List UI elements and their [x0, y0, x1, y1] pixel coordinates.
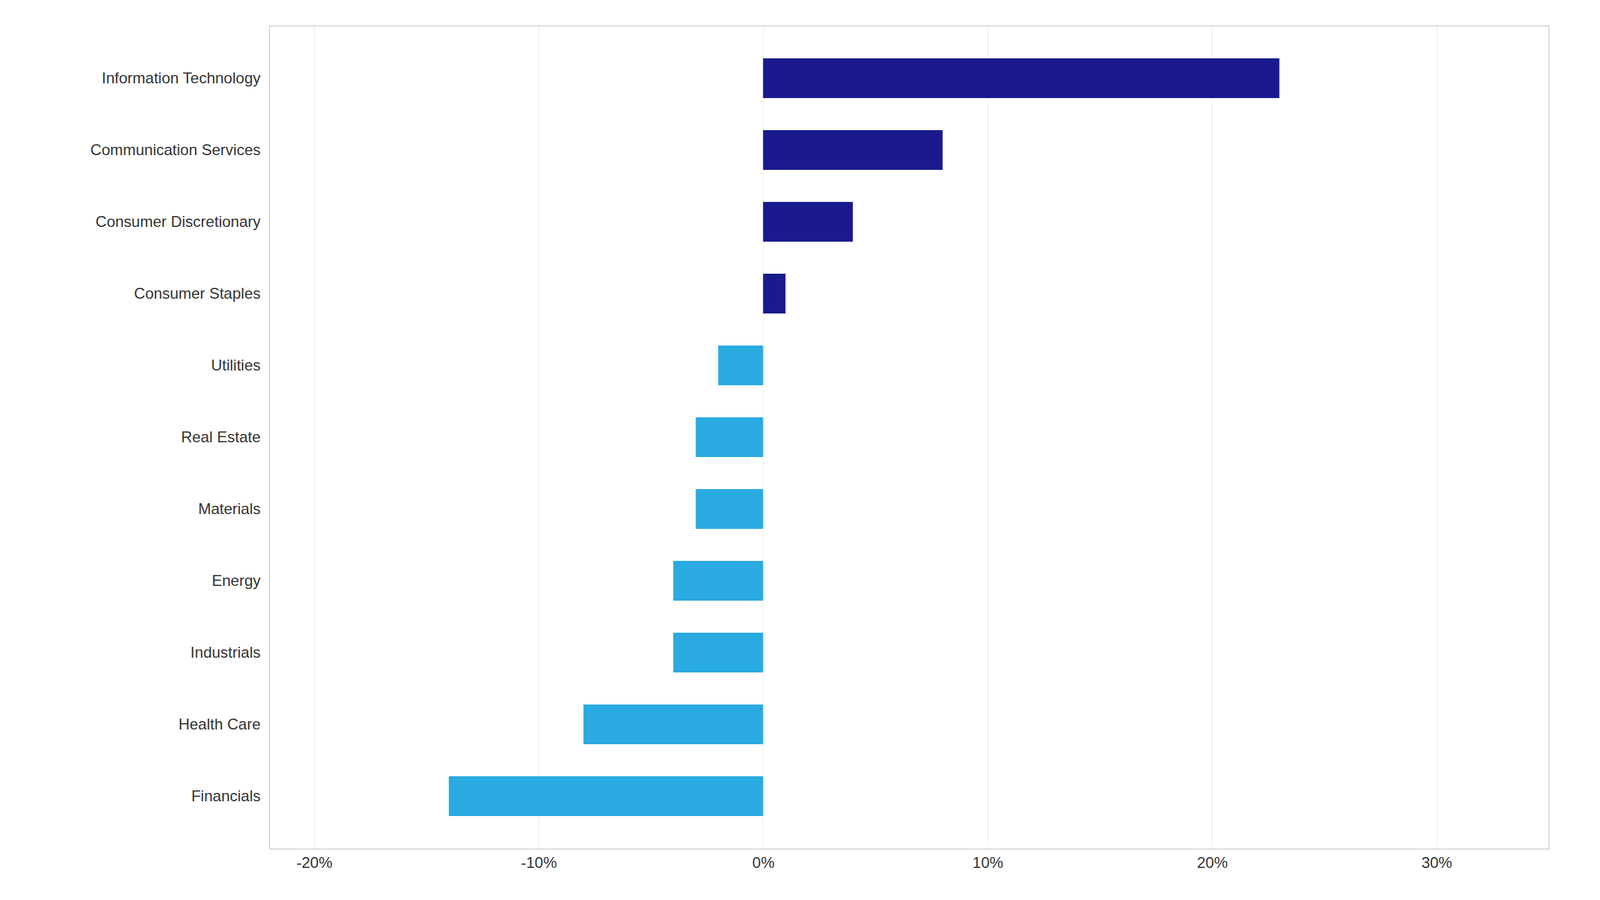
svg-text:Information Technology: Information Technology [101, 69, 261, 87]
svg-text:Financials: Financials [191, 787, 261, 805]
svg-text:Consumer Staples: Consumer Staples [133, 284, 261, 302]
svg-text:Materials: Materials [198, 500, 261, 518]
svg-text:Communication Services: Communication Services [90, 141, 261, 159]
svg-text:Health Care: Health Care [178, 715, 261, 733]
svg-text:10%: 10% [972, 853, 1004, 872]
svg-text:0%: 0% [752, 853, 775, 872]
svg-text:Utilities: Utilities [210, 356, 261, 374]
svg-text:Consumer Discretionary: Consumer Discretionary [95, 212, 261, 231]
svg-text:Industrials: Industrials [190, 643, 261, 661]
svg-text:30%: 30% [1421, 853, 1452, 872]
svg-text:20%: 20% [1196, 853, 1228, 872]
svg-text:Energy: Energy [211, 571, 261, 590]
svg-text:-20%: -20% [296, 853, 333, 872]
svg-text:-10%: -10% [521, 853, 558, 872]
svg-text:Real Estate: Real Estate [180, 428, 261, 446]
